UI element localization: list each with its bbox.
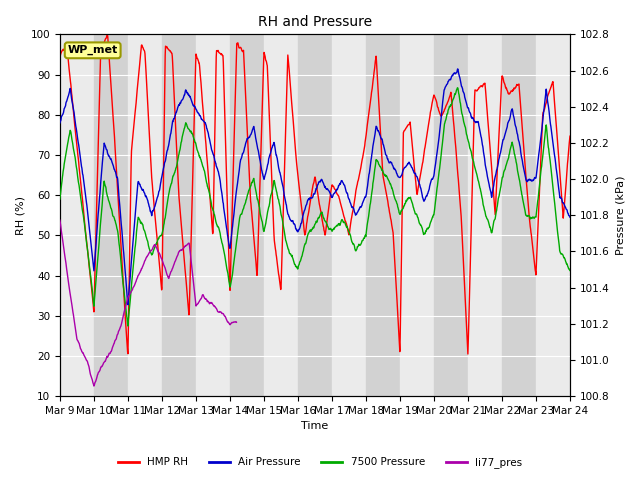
Text: WP_met: WP_met: [68, 45, 118, 56]
Bar: [468, 35, 502, 396]
Bar: [298, 35, 332, 396]
Bar: [162, 35, 196, 396]
Bar: [196, 35, 230, 396]
Bar: [332, 35, 366, 396]
Bar: [400, 35, 434, 396]
Y-axis label: RH (%): RH (%): [15, 196, 25, 235]
Legend: HMP RH, Air Pressure, 7500 Pressure, li77_pres: HMP RH, Air Pressure, 7500 Pressure, li7…: [114, 453, 526, 472]
Title: RH and Pressure: RH and Pressure: [258, 15, 372, 29]
Bar: [128, 35, 162, 396]
Bar: [434, 35, 468, 396]
Bar: [264, 35, 298, 396]
Bar: [94, 35, 128, 396]
Bar: [536, 35, 570, 396]
Y-axis label: Pressure (kPa): Pressure (kPa): [615, 176, 625, 255]
X-axis label: Time: Time: [301, 421, 328, 432]
Bar: [502, 35, 536, 396]
Bar: [60, 35, 94, 396]
Bar: [230, 35, 264, 396]
Bar: [366, 35, 400, 396]
